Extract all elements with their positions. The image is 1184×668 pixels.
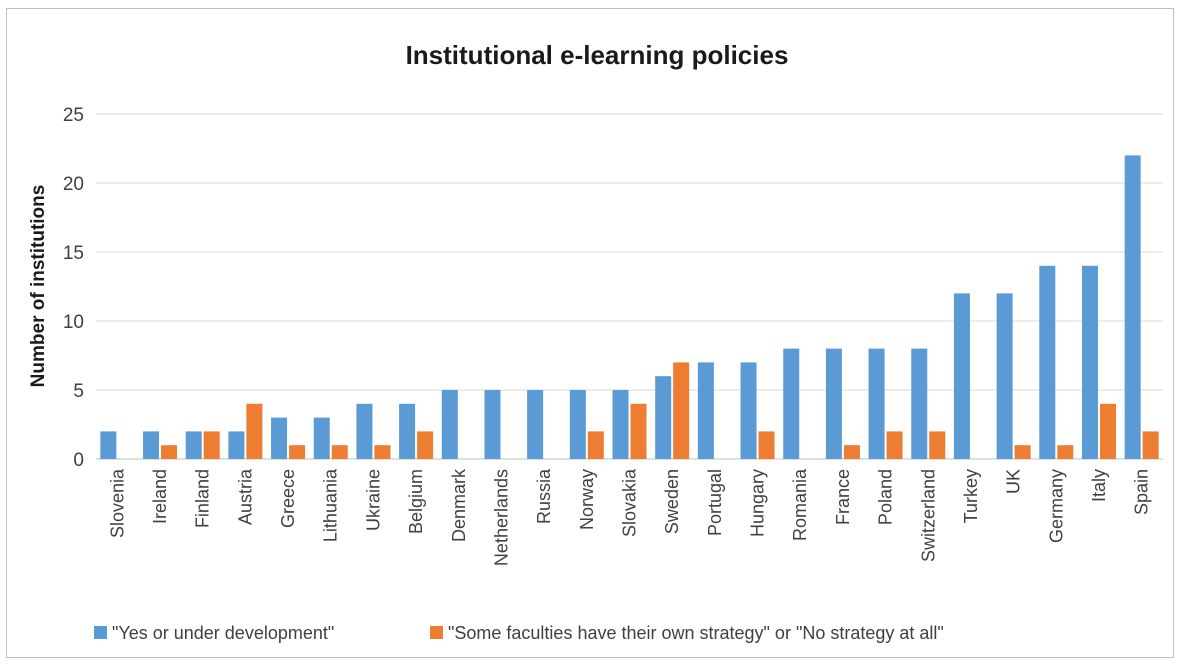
x-tick-label: Sweden (662, 469, 682, 534)
bar-lithuania-series-2 (331, 445, 348, 459)
x-tick-label: Slovenia (107, 468, 127, 538)
bar-hungary-series-1 (740, 362, 757, 459)
bar-austria-series-1 (228, 431, 245, 459)
bar-ukraine-series-1 (356, 403, 373, 459)
bar-austria-series-2 (246, 403, 263, 459)
bar-uk-series-2 (1014, 445, 1031, 459)
x-tick-label: Poland (876, 469, 896, 525)
x-tick-label: Italy (1089, 469, 1109, 502)
bar-lithuania-series-1 (313, 417, 330, 459)
bar-germany-series-1 (1039, 265, 1056, 459)
bar-sweden-series-1 (655, 376, 672, 459)
bar-slovenia-series-1 (100, 431, 117, 459)
legend-swatch-some-or-no-strategy (430, 626, 443, 639)
y-tick-label: 0 (73, 450, 84, 471)
bar-france-series-1 (825, 348, 842, 459)
bar-switzerland-series-1 (911, 348, 928, 459)
y-axis-label: Number of institutions (28, 185, 49, 388)
x-axis-ticks: Slovenia Ireland Finland Austria Greece Lithu… (107, 468, 1151, 566)
x-tick-label: Switzerland (918, 469, 938, 562)
bar-norway-series-2 (587, 431, 604, 459)
x-tick-label: Netherlands (491, 469, 511, 566)
x-tick-label: Denmark (449, 468, 469, 542)
bar-uk-series-1 (996, 293, 1013, 459)
bar-slovakia-series-1 (612, 390, 629, 459)
bar-greece-series-2 (289, 445, 306, 459)
x-tick-label: Finland (193, 469, 213, 528)
bar-ireland-series-1 (143, 431, 160, 459)
bar-italy-series-1 (1081, 265, 1098, 459)
x-tick-label: Russia (534, 468, 554, 524)
bar-poland-series-1 (868, 348, 885, 459)
y-tick-label: 15 (63, 243, 84, 264)
x-tick-label: Slovakia (620, 468, 640, 537)
x-tick-label: Turkey (961, 469, 981, 523)
x-tick-label: Austria (235, 468, 255, 525)
bar-hungary-series-2 (758, 431, 775, 459)
legend: "Yes or under development" "Some faculti… (94, 623, 944, 643)
bar-italy-series-2 (1099, 403, 1116, 459)
x-tick-label: UK (1004, 469, 1024, 494)
bar-romania-series-1 (783, 348, 800, 459)
x-tick-label: France (833, 469, 853, 525)
bar-germany-series-2 (1057, 445, 1074, 459)
bar-greece-series-1 (271, 417, 288, 459)
x-tick-label: Portugal (705, 469, 725, 536)
bar-switzerland-series-2 (929, 431, 946, 459)
y-tick-label: 10 (63, 312, 84, 333)
bar-netherlands-series-1 (484, 390, 501, 459)
x-tick-label: Spain (1132, 469, 1152, 515)
bar-ireland-series-2 (161, 445, 178, 459)
x-tick-label: Ireland (150, 469, 170, 524)
bar-belgium-series-1 (399, 403, 416, 459)
legend-label-some-or-no-strategy: "Some faculties have their own strategy"… (448, 623, 944, 643)
bar-turkey-series-1 (953, 293, 970, 459)
x-tick-label: Hungary (748, 469, 768, 537)
y-tick-label: 5 (73, 381, 84, 402)
bar-spain-series-1 (1124, 155, 1141, 459)
x-tick-label: Germany (1046, 469, 1066, 543)
bar-spain-series-2 (1142, 431, 1159, 459)
bar-belgium-series-2 (417, 431, 434, 459)
bar-portugal-series-1 (697, 362, 714, 459)
bar-russia-series-1 (527, 390, 544, 459)
bar-finland-series-2 (203, 431, 220, 459)
bars (100, 155, 1159, 459)
bar-poland-series-2 (886, 431, 903, 459)
x-tick-label: Ukraine (363, 469, 383, 531)
y-axis-ticks: 0 5 10 15 20 25 (63, 105, 84, 471)
bar-denmark-series-1 (441, 390, 458, 459)
bar-slovakia-series-2 (630, 403, 647, 459)
chart-title: Institutional e-learning policies (406, 40, 789, 70)
legend-swatch-yes (94, 626, 107, 639)
legend-label-yes: "Yes or under development" (112, 623, 334, 643)
bar-france-series-2 (843, 445, 860, 459)
bar-finland-series-1 (185, 431, 202, 459)
x-tick-label: Norway (577, 469, 597, 530)
x-tick-label: Belgium (406, 469, 426, 534)
y-tick-label: 25 (63, 105, 84, 126)
x-tick-label: Romania (790, 468, 810, 541)
x-tick-label: Lithuania (321, 468, 341, 542)
chart-frame (6, 8, 1174, 658)
bar-ukraine-series-2 (374, 445, 391, 459)
bar-norway-series-1 (569, 390, 586, 459)
bar-sweden-series-2 (673, 362, 690, 459)
x-tick-label: Greece (278, 469, 298, 528)
y-tick-label: 20 (63, 174, 84, 195)
